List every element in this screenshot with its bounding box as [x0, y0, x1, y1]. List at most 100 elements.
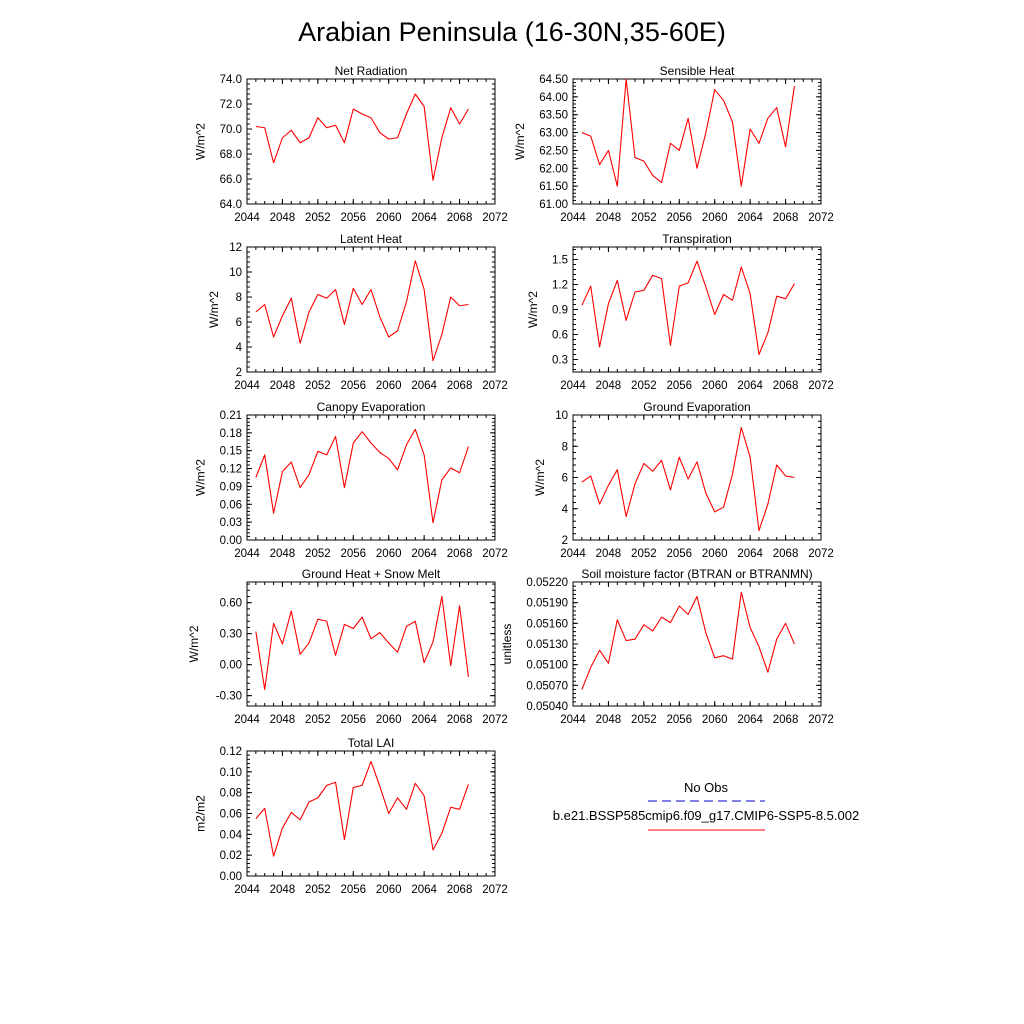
y-axis-label: W/m^2 — [194, 459, 208, 496]
legend-obs-label: No Obs — [684, 780, 729, 795]
plot-frame — [246, 78, 496, 205]
x-tick-label: 2060 — [702, 212, 728, 224]
y-axis-label: W/m^2 — [207, 291, 221, 328]
y-tick-label: 63.00 — [539, 128, 568, 140]
x-tick-label: 2044 — [560, 548, 586, 560]
x-tick-label: 2060 — [376, 212, 402, 224]
x-tick-label: 2056 — [666, 714, 692, 726]
x-tick-label: 2064 — [737, 380, 763, 392]
y-tick-label: 6 — [562, 473, 568, 485]
y-tick-label: 72.0 — [220, 99, 242, 111]
x-tick-label: 2064 — [411, 212, 437, 224]
series-line — [255, 595, 469, 691]
y-axis-label: W/m^2 — [187, 625, 201, 662]
panel-title: Soil moisture factor (BTRAN or BTRANMN) — [581, 567, 812, 581]
x-tick-label: 2052 — [631, 212, 657, 224]
panel-8: Soil moisture factor (BTRAN or BTRANMN) 2… — [500, 567, 834, 726]
y-tick-label: 0.05040 — [526, 701, 568, 713]
plot-frame — [572, 414, 822, 541]
x-tick-label: 2056 — [666, 212, 692, 224]
x-tick-label: 2072 — [808, 548, 834, 560]
y-tick-label: 2 — [236, 367, 242, 379]
x-tick-label: 2048 — [270, 714, 296, 726]
x-tick-label: 2064 — [411, 380, 437, 392]
y-tick-label: 4 — [236, 342, 243, 354]
panel-2: Sensible Heat 2044 2048 2052 2056 2060 2064 206… — [513, 64, 834, 224]
x-tick-label: 2044 — [234, 714, 260, 726]
y-tick-label: 64.0 — [220, 199, 242, 211]
y-tick-label: 10 — [229, 267, 242, 279]
y-tick-label: 0.15 — [220, 446, 242, 458]
y-tick-label: 1.5 — [552, 255, 568, 267]
x-tick-label: 2068 — [773, 380, 799, 392]
panel-title: Canopy Evaporation — [317, 400, 426, 414]
y-tick-label: 0.09 — [220, 481, 242, 493]
panel-1: Net Radiation 2044 2048 2052 2056 2060 2064 206… — [194, 64, 508, 224]
x-tick-label: 2048 — [596, 380, 622, 392]
x-tick-label: 2072 — [482, 884, 508, 896]
y-tick-label: 0.6 — [552, 330, 568, 342]
y-tick-label: 64.00 — [539, 92, 568, 104]
x-tick-label: 2056 — [340, 548, 366, 560]
x-tick-label: 2044 — [234, 380, 260, 392]
x-tick-label: 2048 — [270, 884, 296, 896]
x-tick-label: 2052 — [305, 714, 331, 726]
y-tick-label: 0.9 — [552, 305, 568, 317]
y-tick-label: 0.05160 — [526, 618, 568, 630]
y-tick-label: 0.30 — [220, 629, 242, 641]
panel-4: Transpiration 2044 2048 2052 2056 2060 2064 206… — [526, 232, 834, 392]
y-tick-label: 0.10 — [220, 767, 242, 779]
x-tick-label: 2056 — [340, 212, 366, 224]
panel-title: Ground Heat + Snow Melt — [302, 567, 441, 581]
y-tick-label: 4 — [562, 504, 569, 516]
x-tick-label: 2068 — [773, 714, 799, 726]
y-tick-label: 0.00 — [220, 660, 242, 672]
series-line — [581, 260, 795, 356]
x-tick-label: 2064 — [737, 212, 763, 224]
legend-case-label: b.e21.BSSP585cmip6.f09_g17.CMIP6-SSP5-8.… — [553, 808, 859, 823]
x-tick-label: 2068 — [447, 714, 473, 726]
series-line — [255, 428, 469, 524]
x-tick-label: 2052 — [305, 884, 331, 896]
plot-frame — [246, 581, 496, 707]
y-tick-label: 70.0 — [220, 124, 242, 136]
y-tick-label: 61.50 — [539, 181, 568, 193]
x-tick-label: 2052 — [305, 212, 331, 224]
y-tick-label: 0.08 — [220, 788, 242, 800]
y-axis-label: W/m^2 — [526, 291, 540, 328]
x-tick-label: 2052 — [631, 380, 657, 392]
x-tick-label: 2060 — [376, 380, 402, 392]
plot-frame — [246, 246, 496, 373]
x-tick-label: 2052 — [631, 548, 657, 560]
x-tick-label: 2072 — [808, 212, 834, 224]
y-tick-label: 0.00 — [220, 871, 242, 883]
x-tick-label: 2056 — [666, 548, 692, 560]
x-tick-label: 2052 — [305, 548, 331, 560]
y-tick-label: 0.3 — [552, 355, 568, 367]
plot-frame — [572, 581, 822, 707]
y-tick-label: 0.05130 — [526, 639, 568, 651]
x-tick-label: 2044 — [234, 212, 260, 224]
y-tick-label: 0.04 — [220, 829, 243, 841]
y-axis-label: unitless — [500, 624, 514, 665]
y-tick-label: 0.60 — [220, 598, 242, 610]
x-tick-label: 2048 — [596, 548, 622, 560]
y-tick-label: 10 — [555, 410, 568, 422]
y-axis-label: W/m^2 — [533, 459, 547, 496]
plot-frame — [246, 414, 496, 541]
panel-title: Net Radiation — [335, 64, 408, 78]
y-tick-label: 1.2 — [552, 280, 568, 292]
x-tick-label: 2068 — [447, 884, 473, 896]
panel-7: Ground Heat + Snow Melt 2044 2048 2052 2056 2… — [187, 567, 508, 726]
y-tick-label: 0.12 — [220, 464, 242, 476]
series-line — [581, 591, 795, 690]
y-tick-label: 0.05190 — [526, 598, 568, 610]
panels: Net Radiation 2044 2048 2052 2056 2060 2064 206… — [187, 64, 834, 896]
y-axis-label: W/m^2 — [513, 123, 527, 160]
panel-5: Canopy Evaporation 2044 2048 2052 2056 2060 20… — [194, 400, 508, 560]
y-tick-label: 68.0 — [220, 149, 242, 161]
x-tick-label: 2068 — [447, 380, 473, 392]
x-tick-label: 2068 — [447, 548, 473, 560]
x-tick-label: 2048 — [596, 212, 622, 224]
x-tick-label: 2044 — [234, 884, 260, 896]
